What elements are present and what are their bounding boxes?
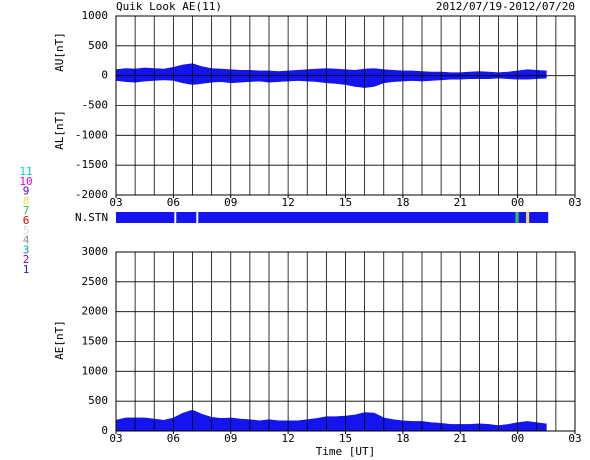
legend-entry: 6 xyxy=(23,214,30,227)
station-segment xyxy=(515,212,519,223)
x-tick-label: 18 xyxy=(396,196,409,209)
x-tick-label: 12 xyxy=(282,432,295,445)
x-tick-label: 15 xyxy=(339,196,352,209)
y-tick-label: 1000 xyxy=(82,9,109,22)
y-tick-label: -2000 xyxy=(75,188,108,201)
x-tick-label: 03 xyxy=(109,196,122,209)
au-area xyxy=(115,63,547,76)
y-tick-label: 3000 xyxy=(82,245,109,258)
x-tick-label: 21 xyxy=(454,196,467,209)
legend-entry: 4 xyxy=(23,234,30,247)
legend-entry: 2 xyxy=(23,253,30,266)
station-segment xyxy=(176,212,197,223)
legend-entry: 10 xyxy=(19,175,32,188)
legend-entry: 5 xyxy=(23,224,30,237)
x-tick-label: 21 xyxy=(454,432,467,445)
y-tick-label: 500 xyxy=(88,39,108,52)
y-tick-label: -500 xyxy=(82,99,109,112)
x-tick-label: 15 xyxy=(339,432,352,445)
y-tick-label: 2000 xyxy=(82,305,109,318)
x-tick-label: 18 xyxy=(396,432,409,445)
y-axis-label: AU[nT] xyxy=(53,32,66,72)
chart-title: Quik Look AE(11) xyxy=(116,0,222,13)
y-axis-label: AL[nT] xyxy=(53,110,66,150)
y-tick-label: 1000 xyxy=(82,364,109,377)
x-tick-label: 03 xyxy=(109,432,122,445)
station-segment xyxy=(529,212,549,223)
legend-entry: 7 xyxy=(23,204,30,217)
al-area xyxy=(115,75,547,88)
legend-entry: 1 xyxy=(23,263,30,276)
x-axis-label: Time [UT] xyxy=(316,445,376,458)
station-segment xyxy=(518,212,527,223)
y-tick-label: 0 xyxy=(101,69,108,82)
date-range: 2012/07/19-2012/07/20 xyxy=(436,0,575,13)
ae-area xyxy=(115,409,547,432)
y-tick-label: 1500 xyxy=(82,335,109,348)
x-tick-label: 03 xyxy=(568,432,581,445)
plot-frame xyxy=(115,251,576,432)
station-segment xyxy=(116,212,175,223)
legend-entry: 3 xyxy=(23,243,30,256)
x-tick-label: 06 xyxy=(167,432,180,445)
y-tick-label: -1000 xyxy=(75,128,108,141)
station-segment xyxy=(198,212,516,223)
plot-frame xyxy=(115,15,576,196)
y-tick-label: 500 xyxy=(88,394,108,407)
x-tick-label: 00 xyxy=(511,432,524,445)
legend-entry: 11 xyxy=(19,165,32,178)
y-axis-label: AE[nT] xyxy=(53,320,66,360)
legend-entry: 8 xyxy=(23,194,30,207)
strip-label: N.STN xyxy=(75,211,108,224)
legend-entry: 9 xyxy=(23,185,30,198)
x-tick-label: 12 xyxy=(282,196,295,209)
y-tick-label: 2500 xyxy=(82,275,109,288)
y-tick-label: -1500 xyxy=(75,158,108,171)
x-tick-label: 00 xyxy=(511,196,524,209)
y-tick-label: 0 xyxy=(101,424,108,437)
x-tick-label: 03 xyxy=(568,196,581,209)
x-tick-label: 09 xyxy=(224,196,237,209)
x-tick-label: 09 xyxy=(224,432,237,445)
x-tick-label: 06 xyxy=(167,196,180,209)
station-segment xyxy=(526,212,530,223)
